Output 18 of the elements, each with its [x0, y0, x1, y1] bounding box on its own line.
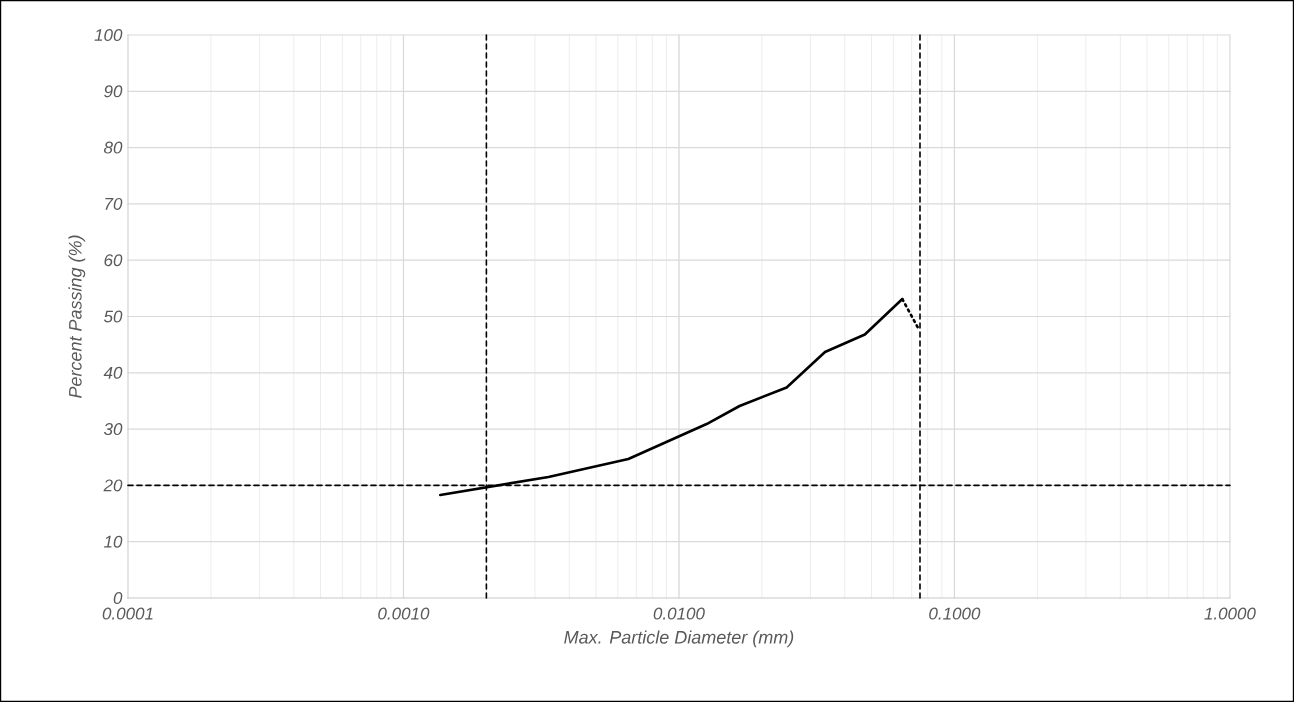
- x-axis-title: Max. Particle Diameter (mm): [564, 630, 794, 648]
- x-tick-label: 0.0100: [653, 607, 705, 620]
- y-tick-label: 50: [103, 310, 123, 323]
- y-tick-label: 10: [103, 535, 123, 548]
- y-tick-label: 60: [104, 254, 123, 267]
- y-tick-label: 80: [104, 141, 123, 154]
- y-tick-label: 0: [113, 591, 123, 605]
- y-tick-label: 20: [103, 479, 123, 492]
- y-tick-label: 70: [105, 197, 123, 210]
- y-tick-label: 40: [103, 366, 123, 379]
- x-tick-label: 1.0000: [1204, 607, 1256, 620]
- x-tick-label: 0.1000: [929, 607, 981, 620]
- x-tick-label: 0.0010: [378, 607, 430, 620]
- x-tick-label: 0.0001: [102, 607, 153, 620]
- y-axis-title: Percent Passing (%): [68, 235, 86, 398]
- y-tick-label: 30: [103, 423, 123, 436]
- y-tick-label: 100: [94, 28, 123, 42]
- y-tick-label: 90: [104, 85, 123, 98]
